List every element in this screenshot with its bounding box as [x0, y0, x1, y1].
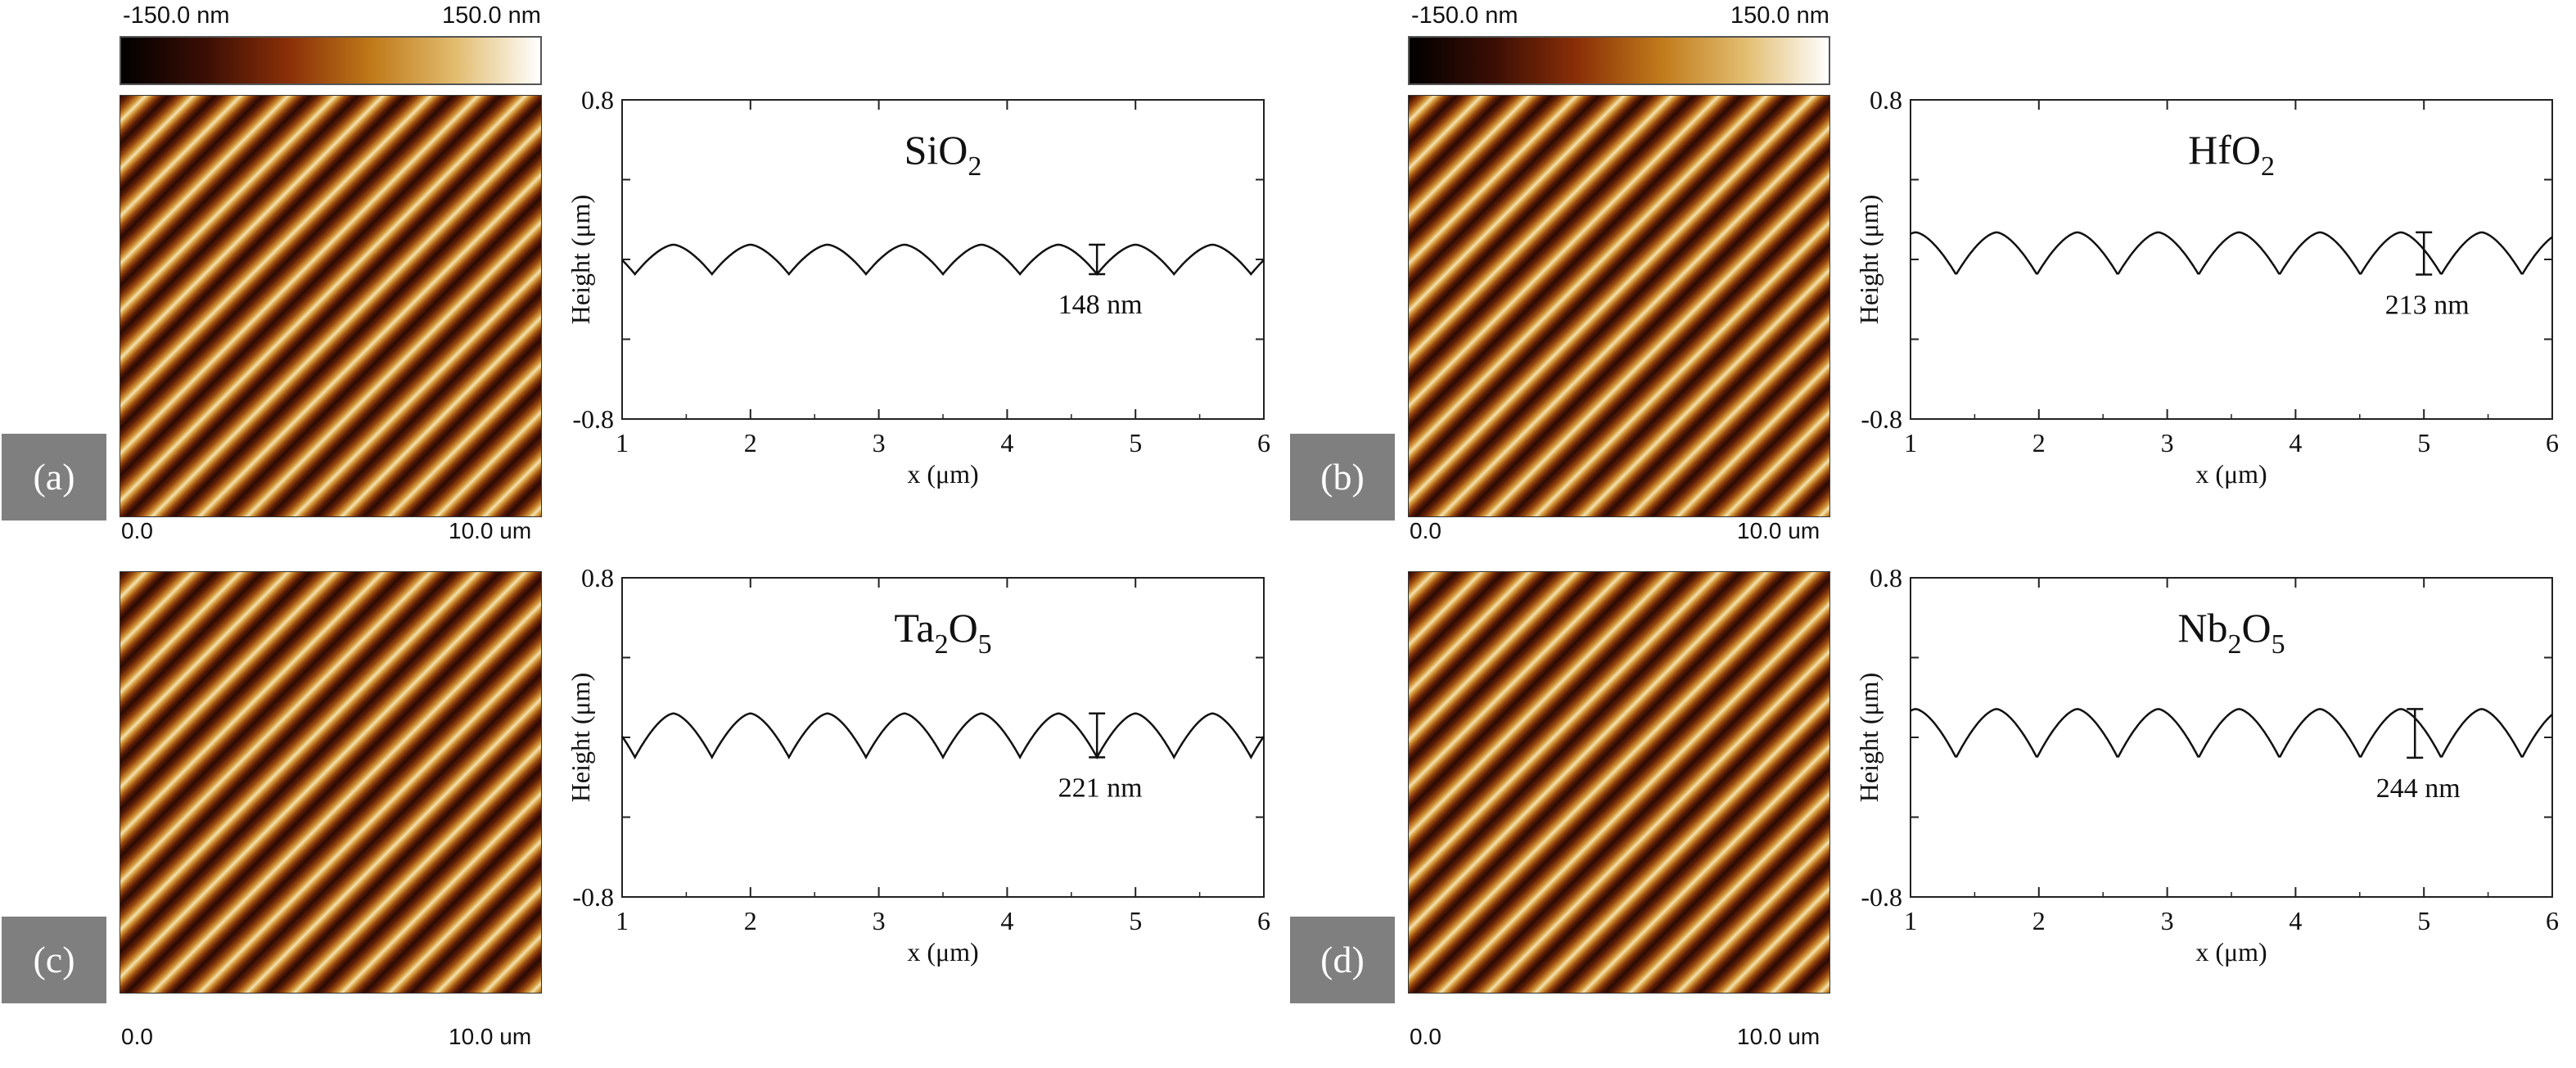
x-tick-label: 3: [2161, 428, 2174, 457]
x-tick-label: 4: [2289, 428, 2302, 457]
x-tick-label: 6: [1257, 906, 1270, 935]
colorbar-max-label: 150.0 nm: [1730, 2, 1829, 29]
title-sub: 2: [2228, 629, 2242, 660]
colorbar-min-label: -150.0 nm: [123, 2, 230, 29]
panel-tag: (d): [1290, 917, 1395, 1003]
afm-image: [120, 571, 542, 994]
afm-start-label: 0.0: [1410, 1024, 1441, 1049]
x-tick-label: 5: [1129, 428, 1142, 457]
x-tick-label: 1: [616, 906, 629, 935]
afm-start-label: 0.0: [121, 518, 153, 543]
x-tick-label: 6: [1257, 428, 1270, 457]
title-main: Ta: [894, 605, 934, 651]
x-tick-label: 5: [2417, 428, 2430, 457]
plot-frame: [621, 577, 1265, 898]
panel-b: -150.0 nm 150.0 nm (b) 0.0 10.0 um 1 2 3 4 5…: [1288, 0, 2576, 543]
x-tick-label: 1: [1904, 906, 1917, 935]
title-sub: 2: [968, 151, 981, 182]
afm-start-label: 0.0: [1410, 518, 1441, 543]
y-axis-label: Height (μm): [566, 195, 595, 324]
title-main-2: O: [949, 605, 978, 651]
x-tick-label: 4: [1000, 428, 1013, 457]
x-axis-label: x (μm): [2195, 459, 2267, 489]
y-tick-label: 0.8: [581, 563, 614, 593]
afm-end-label: 10.0 um: [449, 1024, 532, 1049]
y-tick-label: -0.8: [572, 404, 614, 434]
x-axis-label: x (μm): [2195, 937, 2267, 967]
title-sub: 2: [2261, 151, 2275, 182]
panel-c: (c) 0.0 10.0 um 1 2 3 4 5 6 0.8 -0.8 x (μm) Heigh…: [0, 534, 1288, 1067]
plot-frame: [1910, 577, 2553, 898]
afm-image: [1408, 571, 1830, 994]
title-sub: 2: [935, 629, 949, 660]
y-tick-label: 0.8: [581, 85, 614, 115]
y-tick-label: -0.8: [1861, 404, 1902, 434]
afm-image: [1408, 95, 1830, 517]
x-axis-label: x (μm): [907, 937, 978, 967]
colorbar: [120, 36, 542, 85]
y-tick-label: 0.8: [1870, 563, 1902, 593]
x-tick-label: 3: [2161, 906, 2174, 935]
height-profile-line: [620, 712, 1265, 760]
x-tick-label: 3: [873, 906, 886, 935]
height-profile-line: [1910, 231, 2553, 275]
title-sub-2: 5: [978, 629, 992, 660]
title-main: HfO: [2188, 127, 2261, 173]
x-tick-label: 3: [873, 428, 886, 457]
title-main-2: O: [2242, 605, 2271, 651]
afm-end-label: 10.0 um: [449, 518, 532, 543]
x-tick-label: 5: [1129, 906, 1142, 935]
x-axis-label: x (μm): [907, 459, 978, 489]
y-tick-label: 0.8: [1870, 85, 1902, 115]
x-tick-label: 2: [744, 906, 757, 935]
x-tick-label: 1: [1904, 428, 1917, 457]
y-tick-label: -0.8: [572, 882, 614, 912]
afm-end-label: 10.0 um: [1737, 518, 1820, 543]
chart-title: Nb2O5: [2177, 605, 2285, 660]
panel-d: (d) 0.0 10.0 um 1 2 3 4 5 6 0.8 -0.8 x (μm) Heigh…: [1288, 534, 2576, 1067]
afm-image: [120, 95, 542, 517]
chart-title: HfO2: [2188, 127, 2275, 182]
colorbar-max-label: 150.0 nm: [442, 2, 541, 29]
afm-end-label: 10.0 um: [1737, 1024, 1820, 1049]
panel-a: -150.0 nm 150.0 nm (a) 0.0 10.0 um 1 2 3 4 5…: [0, 0, 1288, 543]
height-marker-label: 244 nm: [2376, 773, 2461, 804]
x-tick-label: 4: [2289, 906, 2302, 935]
title-sub-2: 5: [2271, 629, 2285, 660]
y-tick-label: -0.8: [1861, 882, 1902, 912]
x-tick-label: 2: [2032, 906, 2046, 935]
panel-tag: (a): [2, 434, 106, 520]
title-main: Nb: [2177, 605, 2227, 651]
height-marker-label: 221 nm: [1058, 773, 1143, 803]
afm-start-label: 0.0: [121, 1024, 153, 1049]
y-axis-label: Height (μm): [1854, 673, 1884, 802]
chart-title: Ta2O5: [894, 605, 991, 660]
panel-tag: (c): [2, 917, 106, 1003]
panel-tag: (b): [1290, 434, 1395, 520]
y-axis-label: Height (μm): [566, 673, 595, 802]
height-profile-line: [1910, 708, 2553, 758]
colorbar-min-label: -150.0 nm: [1411, 2, 1518, 29]
x-tick-label: 6: [2546, 906, 2559, 935]
x-tick-label: 1: [616, 428, 629, 457]
x-tick-label: 2: [2032, 428, 2046, 457]
y-axis-label: Height (μm): [1854, 195, 1884, 324]
height-marker-label: 213 nm: [2385, 291, 2470, 321]
height-marker-label: 148 nm: [1058, 290, 1143, 320]
chart-title: SiO2: [905, 127, 982, 182]
title-main: SiO: [905, 127, 968, 173]
x-tick-label: 6: [2546, 428, 2559, 457]
colorbar: [1408, 36, 1830, 85]
x-tick-label: 2: [744, 428, 757, 457]
height-profile-line: [621, 243, 1265, 276]
x-tick-label: 5: [2417, 906, 2430, 935]
x-tick-label: 4: [1000, 906, 1013, 935]
